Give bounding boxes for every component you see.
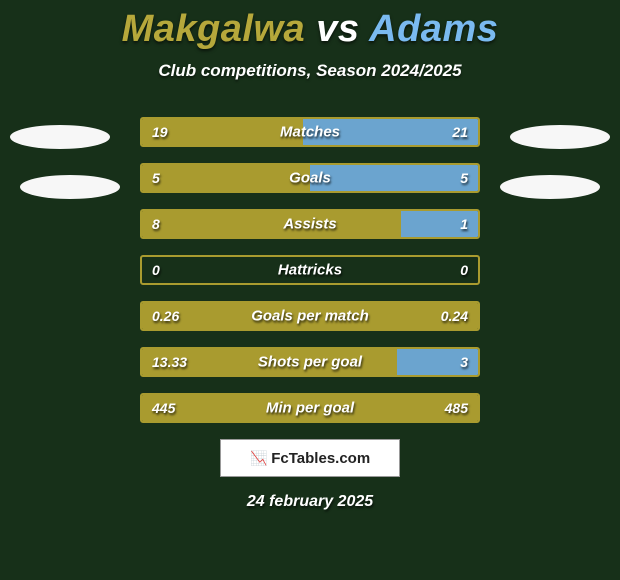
stat-row: 0.26Goals per match0.24 — [140, 301, 480, 331]
stat-row: 13.33Shots per goal3 — [140, 347, 480, 377]
player1-name: Makgalwa — [122, 8, 306, 50]
stat-row: 0Hattricks0 — [140, 255, 480, 285]
value-right: 1 — [460, 216, 468, 232]
stat-row: 5Goals5 — [140, 163, 480, 193]
stats-chart: 19Matches21 5Goals5 8Assists1 0Hattricks0 0.… — [140, 117, 480, 423]
stat-row: 445Min per goal485 — [140, 393, 480, 423]
source-logo[interactable]: 📈 FcTables.com — [220, 439, 400, 477]
value-right: 0.24 — [441, 308, 468, 324]
value-right: 485 — [445, 400, 468, 416]
source-label: FcTables.com — [271, 450, 370, 467]
competition-subtitle: Club competitions, Season 2024/2025 — [0, 61, 620, 81]
decor-ellipse — [510, 125, 610, 149]
decor-ellipse — [500, 175, 600, 199]
value-right: 0 — [460, 262, 468, 278]
value-right: 3 — [460, 354, 468, 370]
stat-row: 8Assists1 — [140, 209, 480, 239]
vs-text: vs — [316, 8, 359, 50]
value-right: 21 — [452, 124, 468, 140]
value-right: 5 — [460, 170, 468, 186]
snapshot-date: 24 february 2025 — [0, 493, 620, 511]
decor-ellipse — [20, 175, 120, 199]
stat-label: Goals per match — [142, 308, 478, 325]
stat-label: Min per goal — [142, 400, 478, 417]
stat-row: 19Matches21 — [140, 117, 480, 147]
stat-label: Matches — [142, 124, 478, 141]
comparison-title: Makgalwa vs Adams — [0, 0, 620, 51]
player2-name: Adams — [369, 8, 498, 50]
chart-icon: 📈 — [250, 450, 267, 467]
stat-label: Hattricks — [142, 262, 478, 279]
stat-label: Shots per goal — [142, 354, 478, 371]
decor-ellipse — [10, 125, 110, 149]
stat-label: Assists — [142, 216, 478, 233]
stat-label: Goals — [142, 170, 478, 187]
